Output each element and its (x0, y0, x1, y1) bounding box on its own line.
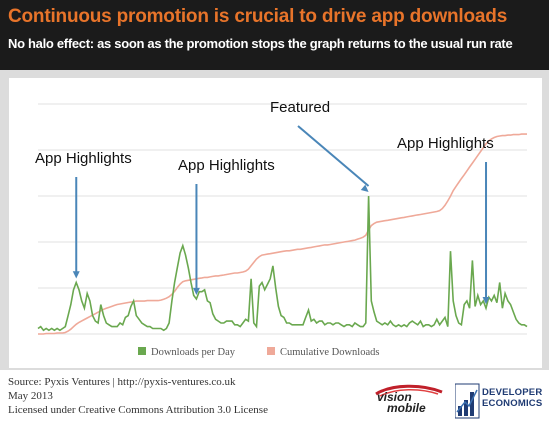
vision-mobile-wordmark: vision mobile (377, 390, 426, 415)
vision-mobile-logo (372, 382, 448, 422)
source-line: Source: Pyxis Ventures | http://pyxis-ve… (8, 376, 236, 388)
legend-swatch (267, 347, 275, 355)
date-line: May 2013 (8, 390, 53, 402)
chart-subtitle: No halo effect: as soon as the promotion… (8, 36, 513, 51)
annotation-label: Featured (270, 99, 330, 116)
annotation-arrowhead-icon (482, 297, 490, 305)
mobile-text: mobile (387, 401, 426, 415)
developer-text: DEVELOPER (482, 387, 543, 398)
annotation-arrow-line (297, 125, 370, 187)
annotation-arrowhead-icon (192, 287, 200, 296)
series-line-downloads-per-day (37, 195, 528, 332)
annotation-label: App Highlights (35, 150, 132, 167)
legend-label: Cumulative Downloads (280, 347, 379, 358)
series-line-cumulative-downloads (38, 133, 527, 335)
footer: Source: Pyxis Ventures | http://pyxis-ve… (0, 372, 549, 430)
vision-text: vision (377, 390, 412, 404)
legend-label: Downloads per Day (151, 347, 236, 358)
download-chart: App Highlights App Highlights Featured App … (35, 99, 528, 358)
annotation-label: App Highlights (397, 135, 494, 152)
annotation-label: App Highlights (178, 157, 275, 174)
header-bar: Continuous promotion is crucial to drive… (0, 0, 549, 70)
economics-text: ECONOMICS (482, 398, 543, 409)
legend-swatch (138, 347, 146, 355)
annotation-arrowhead-icon (72, 271, 80, 279)
annotation-arrowhead-icon (360, 184, 369, 192)
developer-economics-logo (455, 382, 543, 422)
license-line: Licensed under Creative Commons Attribut… (8, 404, 268, 416)
developer-economics-chart-icon (455, 383, 480, 419)
developer-economics-wordmark: DEVELOPER ECONOMICS (482, 387, 542, 409)
vision-mobile-swoosh-icon (375, 384, 443, 397)
chart-title: Continuous promotion is crucial to drive… (8, 6, 508, 27)
